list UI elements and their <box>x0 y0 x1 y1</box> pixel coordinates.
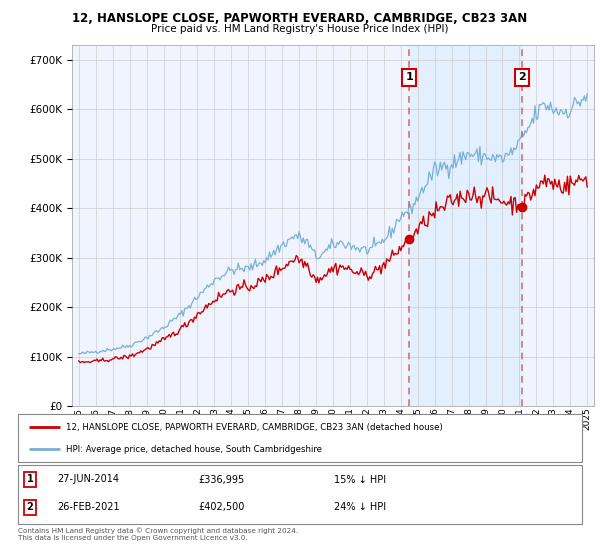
Bar <box>409 45 522 406</box>
Text: 27-JUN-2014: 27-JUN-2014 <box>58 474 119 484</box>
Text: 26-FEB-2021: 26-FEB-2021 <box>58 502 120 512</box>
Text: 2: 2 <box>26 502 33 512</box>
FancyBboxPatch shape <box>18 465 582 524</box>
Text: 1: 1 <box>405 72 413 82</box>
Text: 24% ↓ HPI: 24% ↓ HPI <box>334 502 386 512</box>
Text: 15% ↓ HPI: 15% ↓ HPI <box>334 474 386 484</box>
Text: 12, HANSLOPE CLOSE, PAPWORTH EVERARD, CAMBRIDGE, CB23 3AN (detached house): 12, HANSLOPE CLOSE, PAPWORTH EVERARD, CA… <box>66 423 443 432</box>
Text: £402,500: £402,500 <box>199 502 245 512</box>
Text: £336,995: £336,995 <box>199 474 245 484</box>
Text: HPI: Average price, detached house, South Cambridgeshire: HPI: Average price, detached house, Sout… <box>66 445 322 454</box>
Text: 1: 1 <box>26 474 33 484</box>
Text: 12, HANSLOPE CLOSE, PAPWORTH EVERARD, CAMBRIDGE, CB23 3AN: 12, HANSLOPE CLOSE, PAPWORTH EVERARD, CA… <box>73 12 527 25</box>
Text: 2: 2 <box>518 72 526 82</box>
FancyBboxPatch shape <box>18 414 582 462</box>
Text: Price paid vs. HM Land Registry's House Price Index (HPI): Price paid vs. HM Land Registry's House … <box>151 24 449 34</box>
Text: Contains HM Land Registry data © Crown copyright and database right 2024.
This d: Contains HM Land Registry data © Crown c… <box>18 528 298 541</box>
